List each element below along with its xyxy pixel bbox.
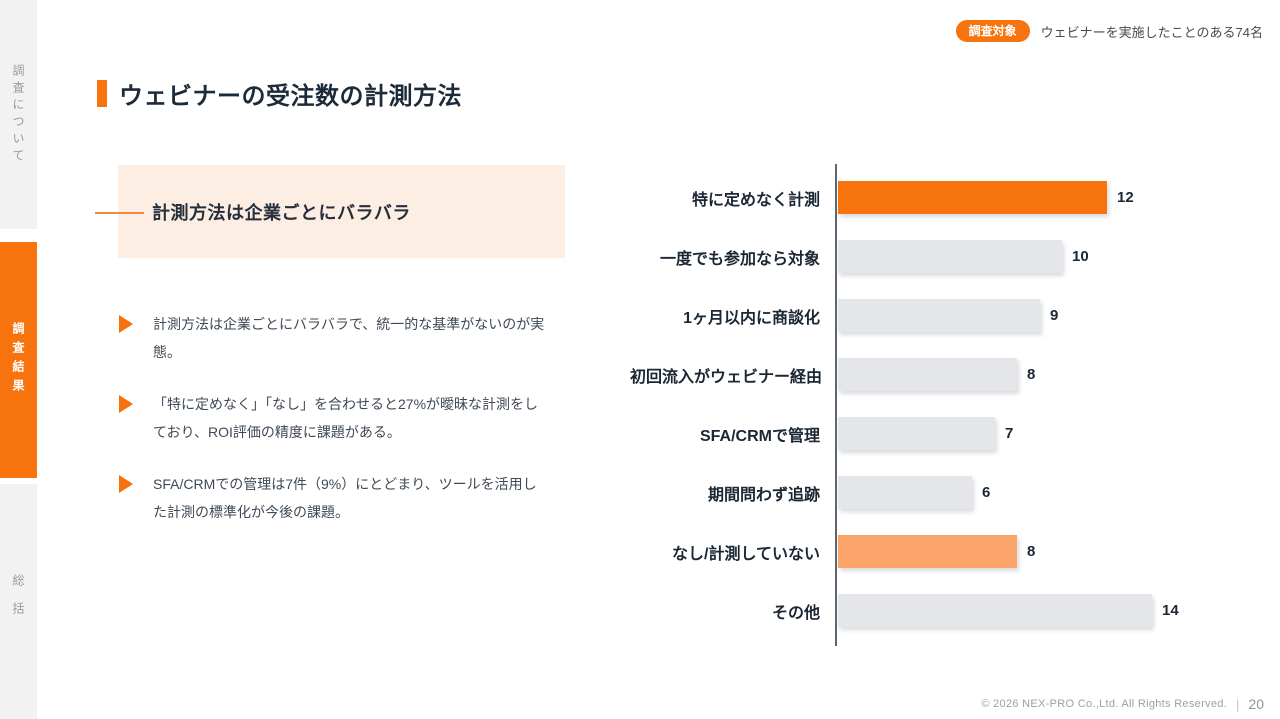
sidebar-item-label: 調査結果 xyxy=(11,322,25,398)
title-row: ウェビナーの受注数の計測方法 xyxy=(97,76,462,111)
chart-category-label: 期間問わず追跡 xyxy=(707,486,820,504)
triangle-bullet-icon xyxy=(119,315,133,333)
footer-separator: | xyxy=(1236,696,1240,712)
chart-row: 特に定めなく計測 12 xyxy=(630,181,1230,214)
triangle-bullet-icon xyxy=(119,475,133,493)
chart-row: 初回流入がウェビナー経由 8 xyxy=(630,358,1230,391)
sidebar-item-summary[interactable]: 総括 xyxy=(0,484,37,719)
chart-category-label: 一度でも参加なら対象 xyxy=(659,250,820,268)
chart-category-label: なし/計測していない xyxy=(672,545,820,563)
chart-bar xyxy=(838,358,1017,391)
bullet-text: 計測方法は企業ごとにバラバラで、統一的な基準がないのが実態。 xyxy=(153,316,545,360)
chart-value-label: 6 xyxy=(982,484,991,501)
chart-value-label: 8 xyxy=(1027,543,1036,560)
chart-value-label: 12 xyxy=(1117,189,1134,206)
chart-bar xyxy=(838,535,1017,568)
chart-category-label: 初回流入がウェビナー経由 xyxy=(630,368,823,386)
chart-value-label: 10 xyxy=(1072,248,1089,265)
bullet-list: 計測方法は企業ごとにバラバラで、統一的な基準がないのが実態。 「特に定めなく」「… xyxy=(119,310,559,526)
chart-row: SFA/CRMで管理 7 xyxy=(630,417,1230,450)
chart-axis-line xyxy=(835,164,837,646)
chart-row: その他 14 xyxy=(630,594,1230,627)
page-number: 20 xyxy=(1248,696,1264,712)
sidebar-item-label: 調査について xyxy=(11,63,25,166)
bullet-text: SFA/CRMでの管理は7件（9%）にとどまり、ツールを活用した計測の標準化が今… xyxy=(153,476,537,520)
sidebar-item-about-survey[interactable]: 調査について xyxy=(0,0,37,229)
chart-bar xyxy=(838,417,995,450)
chart-category-label: 特に定めなく計測 xyxy=(691,191,820,209)
chart-bar xyxy=(838,299,1040,332)
chart-row: 期間問わず追跡 6 xyxy=(630,476,1230,509)
survey-target-badge: 調査対象 xyxy=(955,20,1030,42)
chart-category-label: 1ヶ月以内に商談化 xyxy=(683,309,820,327)
copyright-text: © 2026 NEX-PRO Co.,Ltd. All Rights Reser… xyxy=(981,698,1228,710)
chart-row: 一度でも参加なら対象 10 xyxy=(630,240,1230,273)
page-title: ウェビナーの受注数の計測方法 xyxy=(119,83,462,110)
survey-target-row: 調査対象 ウェビナーを実施したことのある74名 xyxy=(955,20,1263,42)
chart-row: なし/計測していない 8 xyxy=(630,535,1230,568)
bullet-item: 「特に定めなく」「なし」を合わせると27%が曖昧な計測をしており、ROI評価の精… xyxy=(119,390,559,446)
key-message-text: 計測方法は企業ごとにバラバラ xyxy=(152,202,411,223)
chart-value-label: 7 xyxy=(1005,425,1014,442)
chart-bar xyxy=(838,476,972,509)
chart-bar xyxy=(838,240,1062,273)
key-message-box: 計測方法は企業ごとにバラバラ xyxy=(118,165,565,258)
sidebar-item-label: 総括 xyxy=(11,573,25,630)
chart-rows: 特に定めなく計測 12 一度でも参加なら対象 10 1ヶ月以内に商談化 9 初回流入がウェビ… xyxy=(630,181,1230,627)
bullet-item: 計測方法は企業ごとにバラバラで、統一的な基準がないのが実態。 xyxy=(119,310,559,366)
title-accent-bar xyxy=(97,80,107,107)
chart-bar xyxy=(838,181,1107,214)
chart-bar xyxy=(838,594,1152,627)
sidebar-item-survey-results[interactable]: 調査結果 xyxy=(0,242,37,478)
chart-value-label: 8 xyxy=(1027,366,1036,383)
chart-value-label: 9 xyxy=(1050,307,1059,324)
footer: © 2026 NEX-PRO Co.,Ltd. All Rights Reser… xyxy=(981,696,1264,712)
bar-chart: 特に定めなく計測 12 一度でも参加なら対象 10 1ヶ月以内に商談化 9 初回流入がウェビ… xyxy=(630,164,1230,646)
bullet-text: 「特に定めなく」「なし」を合わせると27%が曖昧な計測をしており、ROI評価の精… xyxy=(153,396,539,440)
chart-row: 1ヶ月以内に商談化 9 xyxy=(630,299,1230,332)
bullet-item: SFA/CRMでの管理は7件（9%）にとどまり、ツールを活用した計測の標準化が今… xyxy=(119,470,559,526)
triangle-bullet-icon xyxy=(119,395,133,413)
survey-target-text: ウェビナーを実施したことのある74名 xyxy=(1040,24,1263,40)
chart-category-label: その他 xyxy=(771,604,820,622)
chart-value-label: 14 xyxy=(1162,602,1179,619)
chart-category-label: SFA/CRMで管理 xyxy=(699,427,820,445)
key-message-accent-line xyxy=(95,212,144,214)
